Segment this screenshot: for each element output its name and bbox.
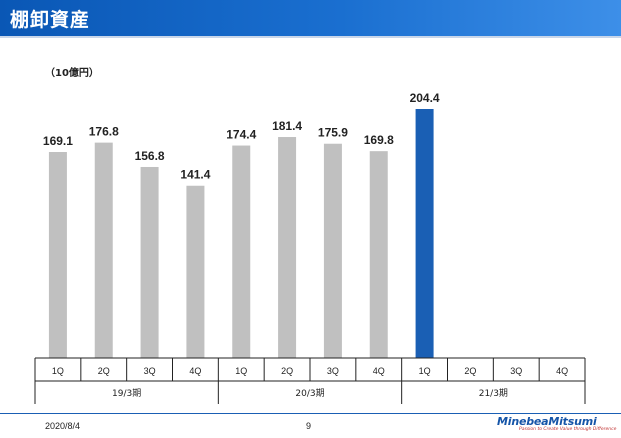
slide-header: 棚卸資産 (0, 0, 621, 36)
bar (278, 137, 297, 358)
bar (140, 166, 159, 358)
data-label: 176.8 (89, 125, 119, 139)
header-divider (0, 36, 621, 38)
group-label: 20/3期 (295, 388, 324, 399)
unit-label: （10億円） (45, 68, 99, 79)
company-logo: MinebeaMitsumi Passion to Create Value t… (497, 415, 617, 437)
group-label: 19/3期 (112, 388, 141, 399)
page-title: 棚卸資産 (10, 9, 91, 31)
group-label: 21/3期 (479, 388, 508, 399)
logo-text: MinebeaMitsumi (497, 415, 597, 428)
footer-date: 2020/8/4 (45, 421, 81, 431)
tick-label: 4Q (556, 366, 568, 376)
tick-label: 3Q (144, 366, 156, 376)
tick-label: 3Q (327, 366, 339, 376)
data-label: 169.8 (364, 133, 394, 147)
bar (232, 145, 251, 358)
data-label: 174.4 (226, 128, 256, 142)
data-label: 141.4 (180, 168, 210, 182)
tick-label: 1Q (235, 366, 247, 376)
data-label: 181.4 (272, 119, 302, 133)
logo-tagline: Passion to Create Value through Differen… (519, 427, 617, 432)
tick-label: 4Q (373, 366, 385, 376)
bar (323, 143, 342, 358)
data-label: 169.1 (43, 134, 73, 148)
bar (415, 109, 434, 359)
bar (369, 151, 388, 358)
data-label: 175.9 (318, 126, 348, 140)
data-label: 156.8 (135, 149, 165, 163)
tick-label: 1Q (419, 366, 431, 376)
tick-label: 2Q (281, 366, 293, 376)
data-label: 204.4 (410, 91, 440, 105)
footer-divider (0, 413, 621, 414)
tick-label: 2Q (464, 366, 476, 376)
tick-label: 3Q (510, 366, 522, 376)
bar (94, 142, 113, 358)
bar (48, 152, 67, 358)
tick-label: 4Q (189, 366, 201, 376)
tick-label: 2Q (98, 366, 110, 376)
page-number: 9 (306, 421, 312, 431)
bar (186, 185, 205, 358)
tick-label: 1Q (52, 366, 64, 376)
